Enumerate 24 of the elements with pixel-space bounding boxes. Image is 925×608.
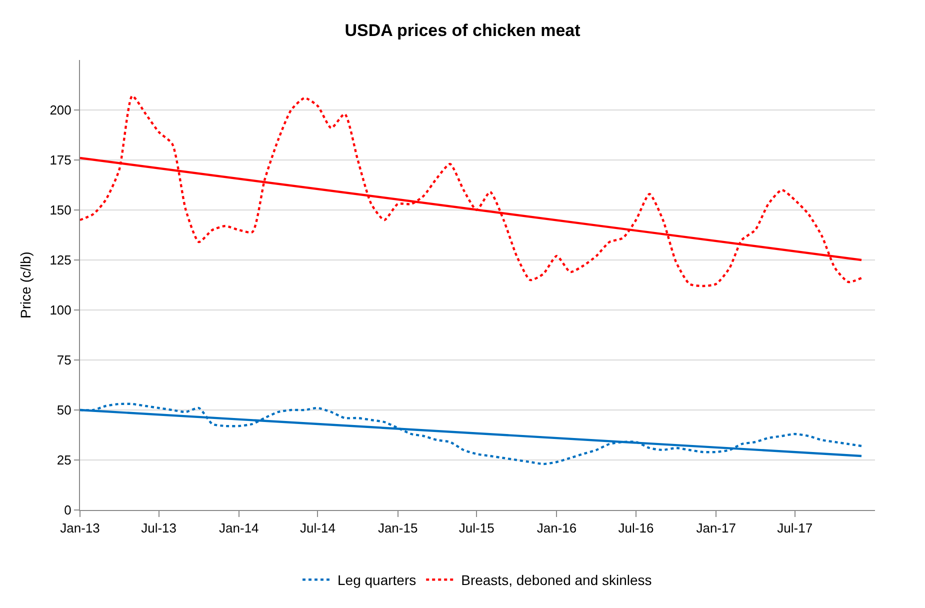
x-tick-label: Jan-13 [60, 520, 100, 536]
y-tick-label: 0 [64, 502, 72, 518]
chart-title: USDA prices of chicken meat [344, 21, 581, 40]
x-tick-label: Jul-13 [141, 520, 177, 536]
x-tick-label: Jan-17 [696, 520, 736, 536]
y-tick-label: 175 [50, 152, 72, 168]
x-tick-label: Jul-15 [458, 520, 494, 536]
y-tick-label: 100 [50, 302, 72, 318]
legend-label: Breasts, deboned and skinless [461, 572, 652, 588]
x-tick-label: Jul-14 [300, 520, 336, 536]
line-series [80, 94, 863, 288]
y-tick-label: 150 [50, 202, 72, 218]
x-tick-label: Jan-14 [219, 520, 259, 536]
x-tick-label: Jan-15 [378, 520, 418, 536]
y-tick-label: 25 [56, 452, 72, 468]
y-tick-label: 75 [56, 352, 72, 368]
y-tick-label: 125 [50, 252, 72, 268]
y-tick-label: 50 [56, 402, 72, 418]
legend-label: Leg quarters [338, 572, 416, 588]
y-axis-title: Price (c/lb) [17, 252, 34, 318]
y-tick-label: 200 [50, 102, 72, 118]
x-tick-label: Jan-16 [536, 520, 577, 536]
x-tick-label: Jul-16 [618, 520, 654, 536]
x-tick-label: Jul-17 [777, 520, 813, 536]
